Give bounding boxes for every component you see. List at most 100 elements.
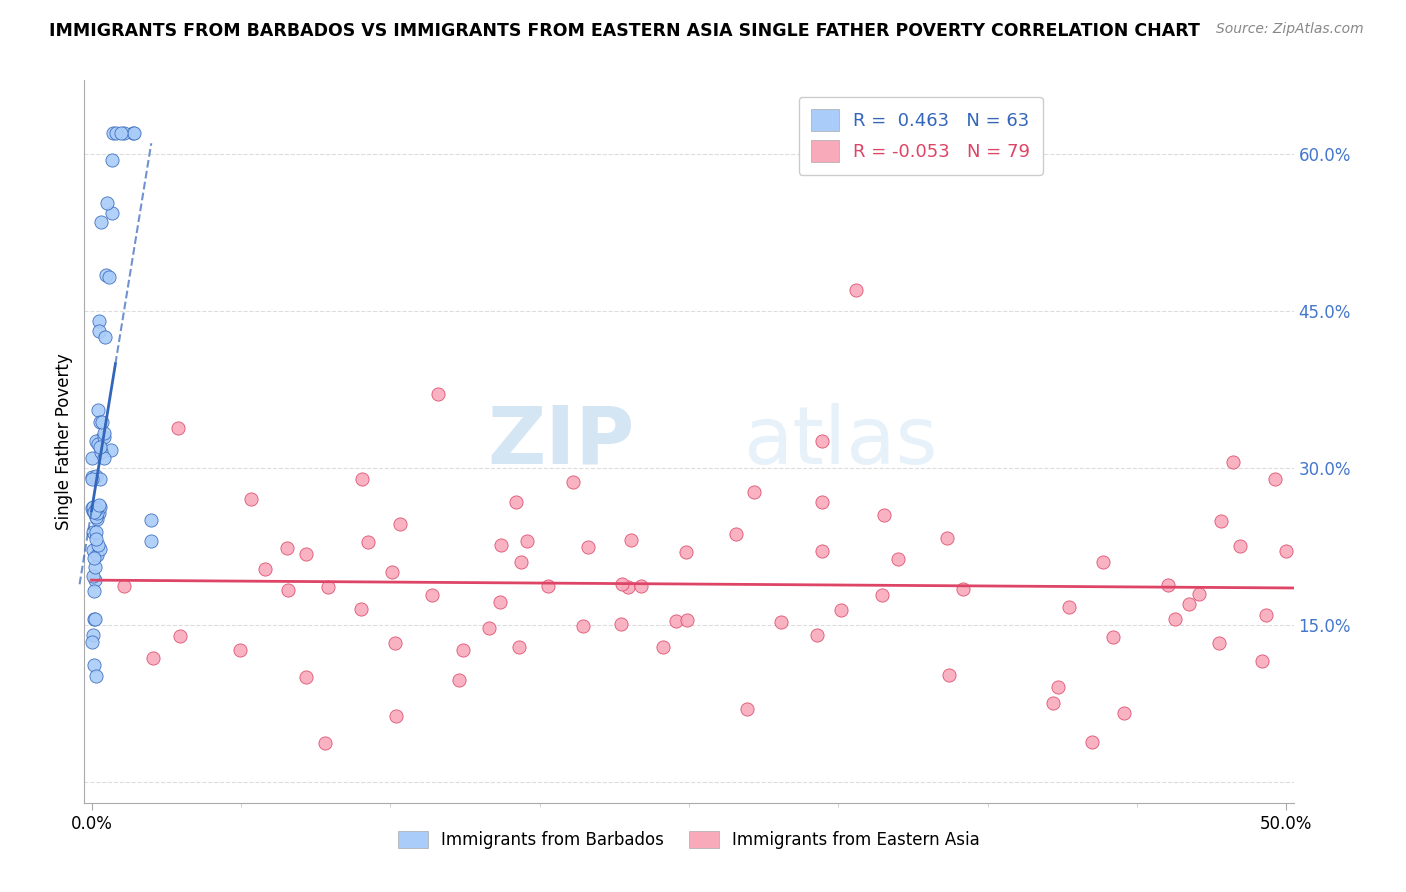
Point <box>84 669 107 683</box>
Point <box>576 540 599 554</box>
Point <box>1251 655 1274 669</box>
Point <box>277 582 299 597</box>
Point <box>610 617 633 632</box>
Point <box>806 628 828 642</box>
Point <box>294 670 316 684</box>
Point <box>83 658 105 673</box>
Point <box>562 475 585 490</box>
Text: IMMIGRANTS FROM BARBADOS VS IMMIGRANTS FROM EASTERN ASIA SINGLE FATHER POVERTY C: IMMIGRANTS FROM BARBADOS VS IMMIGRANTS F… <box>49 22 1201 40</box>
Point <box>89 325 111 339</box>
Legend: Immigrants from Barbados, Immigrants from Eastern Asia: Immigrants from Barbados, Immigrants fro… <box>391 824 987 856</box>
Point <box>1211 514 1233 528</box>
Point <box>83 560 105 574</box>
Point <box>420 588 443 602</box>
Point <box>1187 586 1209 600</box>
Point <box>619 533 641 548</box>
Point <box>112 126 135 140</box>
Text: ZIP: ZIP <box>488 402 634 481</box>
Point <box>357 535 380 549</box>
Point <box>675 545 697 559</box>
Point <box>830 602 852 616</box>
Point <box>1112 706 1135 720</box>
Text: Source: ZipAtlas.com: Source: ZipAtlas.com <box>1216 22 1364 37</box>
Point <box>90 214 112 228</box>
Point <box>84 434 107 449</box>
Point <box>676 613 699 627</box>
Point <box>845 283 868 297</box>
Text: atlas: atlas <box>744 402 938 481</box>
Point <box>83 551 105 566</box>
Point <box>87 437 110 451</box>
Point <box>384 708 406 723</box>
Point <box>508 640 530 654</box>
Point <box>381 565 404 579</box>
Point <box>89 500 111 514</box>
Point <box>86 502 108 516</box>
Point <box>105 126 128 140</box>
Point <box>82 524 104 539</box>
Point <box>96 196 118 211</box>
Point <box>652 640 675 654</box>
Point <box>451 643 474 657</box>
Point <box>89 440 111 454</box>
Point <box>80 450 103 465</box>
Point <box>80 470 103 484</box>
Point <box>350 602 373 616</box>
Point <box>93 450 115 465</box>
Point <box>735 702 758 716</box>
Point <box>1042 696 1064 710</box>
Point <box>870 588 893 602</box>
Point <box>478 621 501 635</box>
Point <box>87 498 110 512</box>
Point <box>93 426 115 441</box>
Point <box>82 628 104 642</box>
Point <box>447 673 470 687</box>
Point <box>83 573 105 587</box>
Point <box>724 526 747 541</box>
Point <box>316 580 339 594</box>
Point <box>86 512 108 526</box>
Point <box>83 612 105 626</box>
Point <box>83 505 105 519</box>
Point <box>83 583 105 598</box>
Point <box>254 562 277 576</box>
Point <box>516 534 538 549</box>
Point <box>84 532 107 546</box>
Point <box>1102 630 1125 644</box>
Point <box>112 579 135 593</box>
Point <box>630 579 652 593</box>
Point <box>742 485 765 500</box>
Point <box>572 619 595 633</box>
Point <box>314 736 336 750</box>
Point <box>89 542 111 557</box>
Point <box>505 495 527 509</box>
Point <box>84 524 107 539</box>
Point <box>384 636 406 650</box>
Point <box>1164 612 1187 626</box>
Point <box>276 541 298 556</box>
Point <box>665 614 688 628</box>
Point <box>84 510 107 524</box>
Point <box>887 552 910 566</box>
Point <box>82 504 104 518</box>
Point <box>1229 539 1251 553</box>
Point <box>295 547 318 561</box>
Point <box>537 579 560 593</box>
Point <box>82 543 104 558</box>
Point <box>811 495 834 509</box>
Point <box>427 387 450 401</box>
Point <box>1092 555 1115 569</box>
Point <box>1057 599 1080 614</box>
Point <box>935 531 957 545</box>
Point <box>141 534 163 549</box>
Point <box>1081 735 1104 749</box>
Point <box>142 651 165 665</box>
Point <box>87 506 110 520</box>
Point <box>1264 472 1286 486</box>
Y-axis label: Single Father Poverty: Single Father Poverty <box>55 353 73 530</box>
Point <box>90 415 112 429</box>
Point <box>93 429 115 443</box>
Point <box>86 548 108 562</box>
Point <box>94 329 117 343</box>
Point <box>89 472 111 486</box>
